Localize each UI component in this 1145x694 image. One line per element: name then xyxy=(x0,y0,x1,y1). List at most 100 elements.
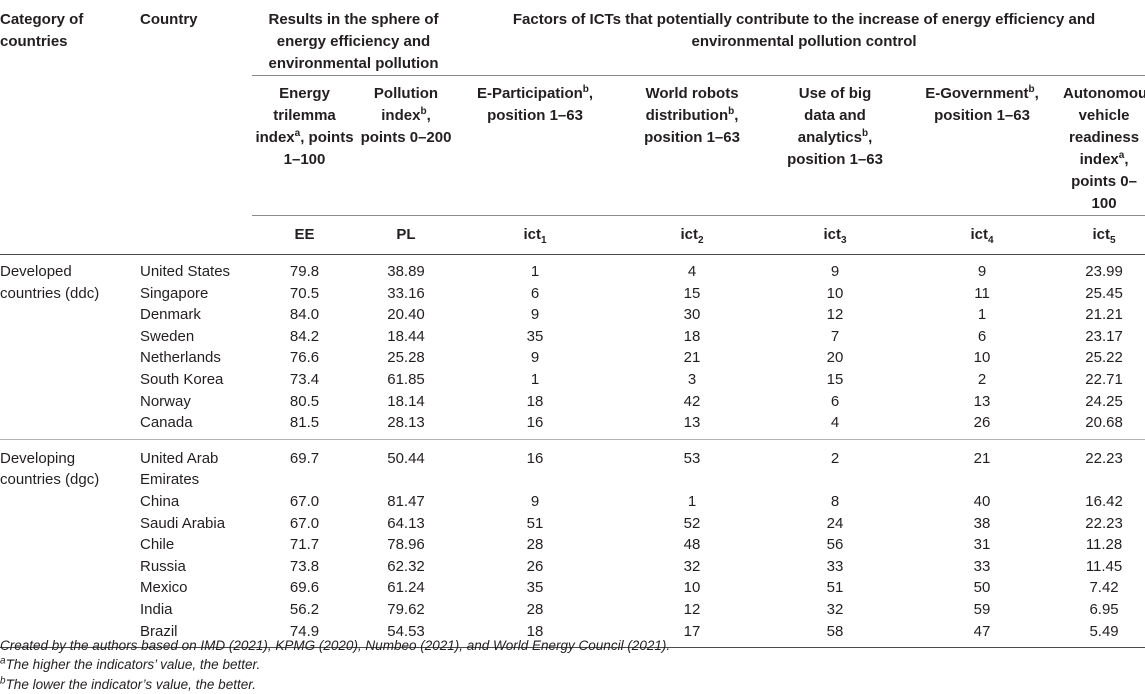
table-row: India 56.2 79.62 28 12 32 59 6.95 xyxy=(0,599,1145,621)
value-cell-ict3: 6 xyxy=(830,392,840,410)
table-row: Mexico 69.6 61.24 35 10 51 50 7.42 xyxy=(0,577,1145,599)
table-row: Developed countries (ddc) United States 79… xyxy=(0,261,1145,302)
country-cell: Saudi Arabia xyxy=(140,514,226,532)
value-cell-pl: 79.62 xyxy=(387,600,425,618)
value-cell-ee: 74.9 xyxy=(289,622,320,640)
value-cell-ict3: 56 xyxy=(826,536,844,554)
value-cell-ict3: 58 xyxy=(826,622,844,640)
value-cell-ict4: 26 xyxy=(973,414,991,432)
value-cell-pl: 25.28 xyxy=(387,349,425,367)
value-cell-pl: 62.32 xyxy=(387,557,425,575)
code-ict4: ict4 xyxy=(901,215,1064,255)
value-cell-ict3: 7 xyxy=(830,327,840,345)
value-cell-ee: 76.6 xyxy=(289,349,320,367)
value-cell-ict1: 18 xyxy=(526,622,544,640)
value-cell-ict4: 38 xyxy=(973,514,991,532)
value-cell-ict1: 9 xyxy=(530,349,540,367)
value-cell-ict1: 28 xyxy=(526,536,544,554)
value-cell-ict1: 51 xyxy=(526,514,544,532)
value-cell-ict3: 32 xyxy=(826,600,844,618)
header-pollution-index: Pollution indexb, points 0–200 xyxy=(357,75,456,216)
footnote-b: bThe lower the indicator’s value, the be… xyxy=(0,675,256,692)
header-world-robots: World robots distributionb, position 1–6… xyxy=(615,75,770,216)
table-row: Canada 81.5 28.13 16 13 4 26 20.68 xyxy=(0,412,1145,434)
header-e-government: E-Governmentb, position 1–63 xyxy=(901,75,1064,216)
value-cell-ict1: 1 xyxy=(530,263,540,280)
table-row: Sweden 84.2 18.44 35 18 7 6 23.17 xyxy=(0,326,1145,348)
value-cell-ee: 81.5 xyxy=(289,414,320,432)
value-cell-ict4: 33 xyxy=(973,557,991,575)
value-cell-ict1: 1 xyxy=(530,370,540,388)
country-cell: Brazil xyxy=(140,622,178,640)
value-cell-ict2: 30 xyxy=(683,306,701,324)
value-cell-pl: 38.89 xyxy=(387,263,425,280)
value-cell-ee: 80.5 xyxy=(289,392,320,410)
value-cell-ict1: 16 xyxy=(526,449,544,467)
header-category: Category of countries xyxy=(0,0,122,255)
value-cell-ict1: 6 xyxy=(530,284,540,302)
value-cell-ict1: 35 xyxy=(526,579,544,597)
country-cell: South Korea xyxy=(140,370,224,388)
value-cell-ict4: 9 xyxy=(977,263,987,280)
value-cell-ict4: 31 xyxy=(973,536,991,554)
table-footnotes: Created by the authors based on IMD (202… xyxy=(0,636,670,694)
value-cell-ict5: 16.42 xyxy=(1085,492,1123,510)
value-cell-pl: 28.13 xyxy=(387,414,425,432)
value-cell-ict4: 10 xyxy=(973,349,991,367)
value-cell-ict2: 13 xyxy=(683,414,701,432)
value-cell-ee: 73.8 xyxy=(289,557,320,575)
value-cell-ee: 73.4 xyxy=(289,370,320,388)
value-cell-ict2: 10 xyxy=(683,579,701,597)
table-row: Brazil 74.9 54.53 18 17 58 47 5.49 xyxy=(0,621,1145,643)
country-cell: United Arab Emirates xyxy=(140,449,219,489)
value-cell-pl: 18.44 xyxy=(387,327,425,345)
value-cell-ict5: 25.22 xyxy=(1085,349,1123,367)
country-cell: Chile xyxy=(140,536,175,554)
value-cell-ict2: 4 xyxy=(687,263,697,280)
table-row: China 67.0 81.47 9 1 8 40 16.42 xyxy=(0,491,1145,513)
value-cell-ict5: 22.23 xyxy=(1085,449,1123,467)
value-cell-ict3: 2 xyxy=(830,449,840,467)
value-cell-ict1: 18 xyxy=(526,392,544,410)
value-cell-pl: 61.85 xyxy=(387,370,425,388)
value-cell-ict3: 4 xyxy=(830,414,840,432)
group-divider xyxy=(0,433,1145,440)
table-row: Russia 73.8 62.32 26 32 33 33 11.45 xyxy=(0,556,1145,578)
value-cell-ict4: 11 xyxy=(974,284,990,302)
value-cell-ict5: 23.99 xyxy=(1085,263,1123,280)
group-divider xyxy=(0,642,1145,649)
value-cell-ict4: 2 xyxy=(977,370,987,388)
value-cell-ict3: 15 xyxy=(826,370,844,388)
value-cell-ict5: 7.42 xyxy=(1089,579,1119,597)
table-row: Denmark 84.0 20.40 9 30 12 1 21.21 xyxy=(0,304,1145,326)
category-cell: Developing countries (dgc) xyxy=(0,449,100,489)
value-cell-ee: 67.0 xyxy=(289,514,320,532)
value-cell-ict5: 20.68 xyxy=(1085,414,1123,432)
table-row: Saudi Arabia 67.0 64.13 51 52 24 38 22.23 xyxy=(0,513,1145,535)
value-cell-ict4: 6 xyxy=(977,327,987,345)
data-table: Category of countries Country Results in… xyxy=(0,0,1145,649)
country-cell: Norway xyxy=(140,392,191,410)
country-cell: Mexico xyxy=(140,579,188,597)
table-row: Norway 80.5 18.14 18 42 6 13 24.25 xyxy=(0,391,1145,413)
header-autonomous-vehicle: Autonomous vehicle readiness indexa, poi… xyxy=(1063,75,1145,216)
value-cell-ict3: 9 xyxy=(830,263,840,280)
table-row: Chile 71.7 78.96 28 48 56 31 11.28 xyxy=(0,534,1145,556)
header-energy-trilemma: Energy trilemma indexa, points 1–100 xyxy=(252,75,357,216)
code-ict5: ict5 xyxy=(1063,215,1145,255)
header-country: Country xyxy=(122,0,252,255)
country-cell: India xyxy=(140,600,173,618)
value-cell-ict4: 50 xyxy=(973,579,991,597)
value-cell-ee: 67.0 xyxy=(289,492,320,510)
country-cell: China xyxy=(140,492,180,510)
code-ict3: ict3 xyxy=(769,215,902,255)
value-cell-ict1: 28 xyxy=(526,600,544,618)
value-cell-pl: 33.16 xyxy=(387,284,425,302)
value-cell-ict2: 48 xyxy=(683,536,701,554)
header-factors-group: Factors of ICTs that potentially contrib… xyxy=(455,0,1145,76)
value-cell-ict5: 25.45 xyxy=(1085,284,1123,302)
value-cell-ict5: 22.71 xyxy=(1085,370,1123,388)
value-cell-ict5: 5.49 xyxy=(1089,622,1119,640)
value-cell-ict1: 9 xyxy=(530,306,540,324)
value-cell-ict4: 40 xyxy=(973,492,991,510)
